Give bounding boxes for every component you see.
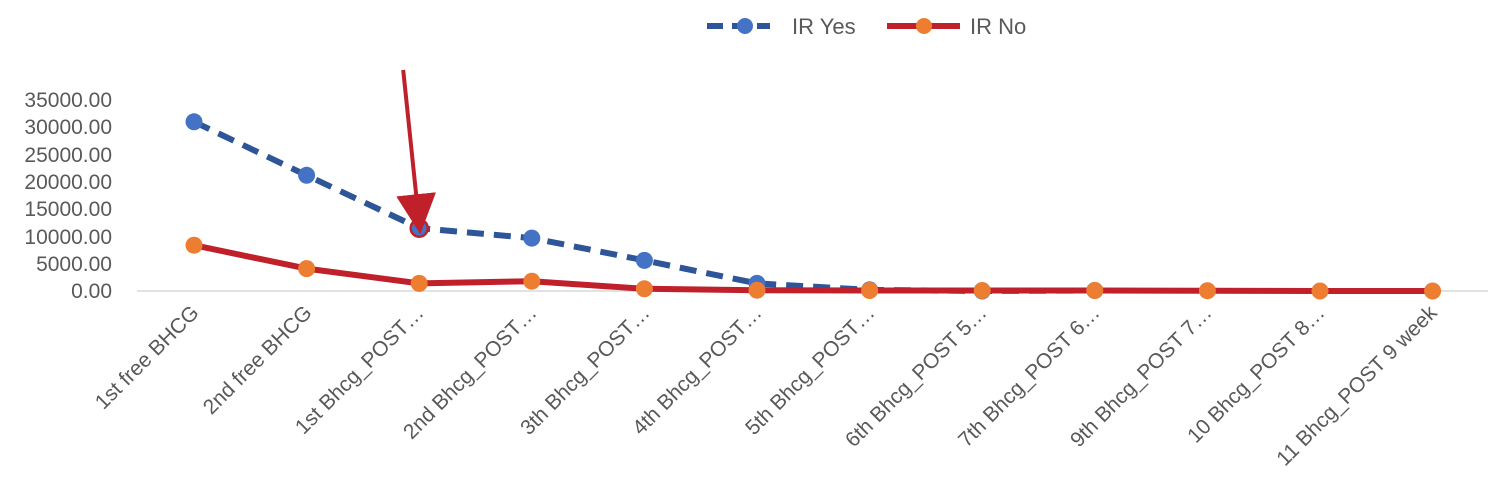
data-point-ir-no <box>185 236 203 254</box>
series-ir-no <box>185 236 1442 300</box>
x-tick-label: 1st free BHCG <box>91 301 204 414</box>
legend-label-ir-yes: IR Yes <box>792 14 856 39</box>
legend-marker-ir-yes <box>737 18 753 34</box>
y-tick-label: 30000.00 <box>24 116 112 139</box>
data-point-ir-no <box>1198 282 1216 300</box>
data-point-ir-yes <box>185 113 203 131</box>
data-point-ir-no <box>523 272 541 290</box>
data-point-ir-no <box>748 281 766 299</box>
highlighted-point <box>409 218 429 238</box>
series-layer <box>185 113 1442 300</box>
y-tick-label: 0.00 <box>71 280 112 303</box>
y-axis: 0.00 5000.00 10000.00 15000.00 20000.00 … <box>24 89 112 303</box>
y-tick-label: 25000.00 <box>24 144 112 167</box>
legend: IR Yes IR No <box>707 14 1026 39</box>
y-tick-label: 10000.00 <box>24 226 112 249</box>
y-tick-label: 5000.00 <box>36 253 112 276</box>
x-axis: 1st free BHCG 2nd free BHCG 1st Bhcg_POS… <box>91 301 1442 471</box>
data-point-ir-no <box>1311 282 1329 300</box>
data-point-ir-no <box>635 280 653 298</box>
series-line-ir-yes <box>192 119 1095 294</box>
data-point-ir-yes <box>523 229 541 247</box>
legend-marker-ir-no <box>916 18 932 34</box>
data-point-ir-no <box>1086 282 1104 299</box>
annotation-arrow <box>396 69 437 235</box>
y-tick-label: 20000.00 <box>24 171 112 194</box>
legend-item-ir-no: IR No <box>887 14 1026 39</box>
series-line-ir-no <box>193 242 1433 294</box>
y-tick-label: 35000.00 <box>24 89 112 112</box>
data-point-ir-yes <box>298 166 316 184</box>
legend-item-ir-yes: IR Yes <box>707 14 856 39</box>
data-point-ir-no <box>410 274 428 292</box>
data-point-ir-no <box>298 260 316 278</box>
x-tick-label: 2nd free BHCG <box>199 301 317 419</box>
legend-label-ir-no: IR No <box>970 14 1026 39</box>
data-point-ir-no <box>861 282 879 299</box>
data-point-ir-yes <box>635 251 653 269</box>
y-tick-label: 15000.00 <box>24 198 112 221</box>
annotation-layer <box>396 69 437 238</box>
data-point-ir-no <box>973 282 991 299</box>
data-point-ir-no <box>1424 282 1442 300</box>
